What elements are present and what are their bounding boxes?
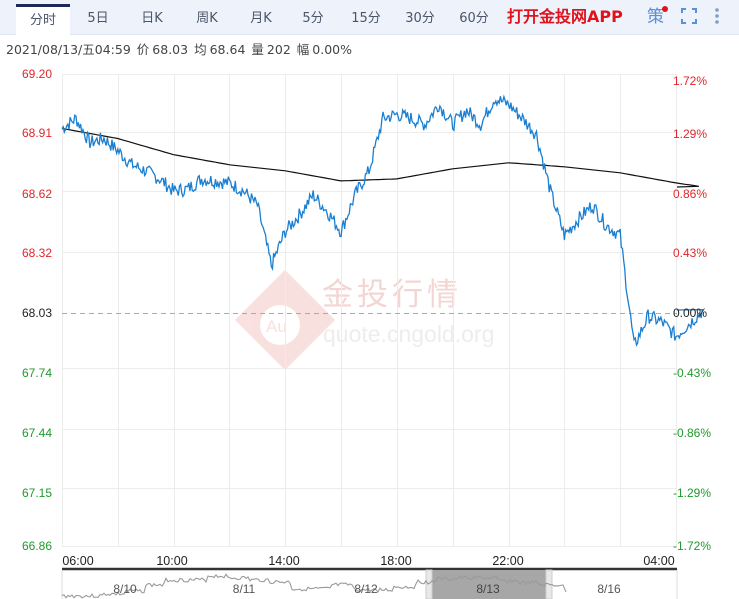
average-price-line (61, 127, 699, 188)
svg-text:Au: Au (266, 317, 287, 336)
notification-dot (662, 6, 668, 12)
y-label-left-4: 68.03 (22, 306, 53, 320)
vertical-gridlines (62, 74, 677, 546)
y-label-left-7: 67.15 (22, 486, 53, 500)
y-label-left-0: 69.20 (22, 67, 53, 81)
watermark-url: quote.cngold.org (323, 321, 494, 347)
y-label-right-5: -0.43% (673, 366, 712, 380)
y-label-right-4: 0.00% (673, 306, 708, 320)
strategy-icon[interactable]: 策 (647, 7, 664, 27)
price-label: 价 (136, 42, 150, 57)
more-vertical-icon[interactable] (714, 7, 720, 25)
volume-label: 量 (251, 42, 264, 57)
change-label: 幅 (296, 42, 310, 57)
tab-15min[interactable]: 15分 (351, 11, 381, 26)
navigator-date-0: 8/10 (113, 582, 137, 596)
y-label-left-2: 68.62 (22, 187, 53, 201)
x-label-0: 06:00 (62, 554, 94, 568)
y-label-left-5: 67.74 (22, 366, 53, 380)
x-label-3: 18:00 (380, 554, 412, 568)
tab-60min[interactable]: 60分 (459, 11, 489, 26)
y-label-left-6: 67.44 (22, 426, 53, 440)
avg-value: 68.64 (209, 42, 246, 57)
x-label-5: 04:00 (643, 554, 675, 568)
navigator-date-4: 8/16 (597, 582, 621, 596)
price-line (61, 94, 704, 347)
fullscreen-icon[interactable] (681, 8, 697, 24)
change-value: 0.00% (312, 42, 353, 57)
open-app-link[interactable]: 打开金投网APP (507, 7, 623, 26)
tab-monthly-k[interactable]: 月K (250, 11, 272, 26)
y-label-left-3: 68.32 (22, 246, 53, 260)
tab-30min[interactable]: 30分 (405, 11, 435, 26)
quote-datetime: 2021/08/13/五04:59 (6, 42, 131, 57)
navigator-date-2: 8/12 (354, 582, 378, 596)
x-label-4: 22:00 (492, 554, 524, 568)
navigator-date-1: 8/11 (232, 582, 256, 596)
y-label-left-8: 66.86 (22, 539, 53, 553)
y-label-right-6: -0.86% (673, 426, 712, 440)
y-label-left-1: 68.91 (22, 126, 53, 140)
time-navigator[interactable] (61, 567, 678, 599)
x-label-1: 10:00 (156, 554, 188, 568)
price-value: 68.03 (152, 42, 189, 57)
volume-value: 202 (266, 42, 291, 57)
tab-weekly-k[interactable]: 周K (196, 11, 218, 26)
quote-info-bar: 2021/08/13/五04:59 价 68.03 均 68.64 量 202 幅 0.00% (6, 41, 358, 59)
tab-5day[interactable]: 5日 (87, 11, 109, 26)
horizontal-gridlines (62, 74, 677, 547)
navigator-selected-range[interactable] (432, 570, 546, 599)
tab-5min[interactable]: 5分 (302, 11, 324, 26)
y-label-right-2: 0.86% (673, 187, 708, 201)
x-label-2: 14:00 (268, 554, 300, 568)
y-label-right-3: 0.43% (673, 246, 708, 260)
tab-intraday[interactable]: 分时 (16, 4, 70, 36)
watermark-title: 金投行情 (322, 277, 462, 313)
y-label-right-0: 1.72% (673, 74, 708, 88)
navigator-date-3: 8/13 (476, 582, 500, 596)
y-label-right-7: -1.29% (673, 486, 712, 500)
y-label-right-8: -1.72% (673, 539, 712, 553)
navigator-left-handle[interactable] (425, 569, 433, 599)
avg-label: 均 (194, 42, 207, 57)
y-label-right-1: 1.29% (673, 127, 708, 141)
period-tab-bar: 分时 5日 日K 周K 月K 5分 15分 30分 60分 打开金投网APP 策 (0, 0, 739, 36)
tab-daily-k[interactable]: 日K (141, 11, 163, 26)
